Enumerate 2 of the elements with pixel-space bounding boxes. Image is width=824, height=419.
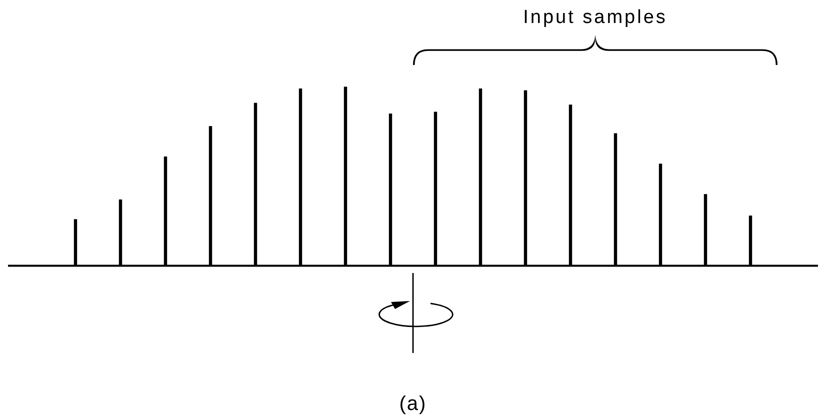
- text: (a): [399, 393, 427, 415]
- text: Input samples: [523, 7, 668, 28]
